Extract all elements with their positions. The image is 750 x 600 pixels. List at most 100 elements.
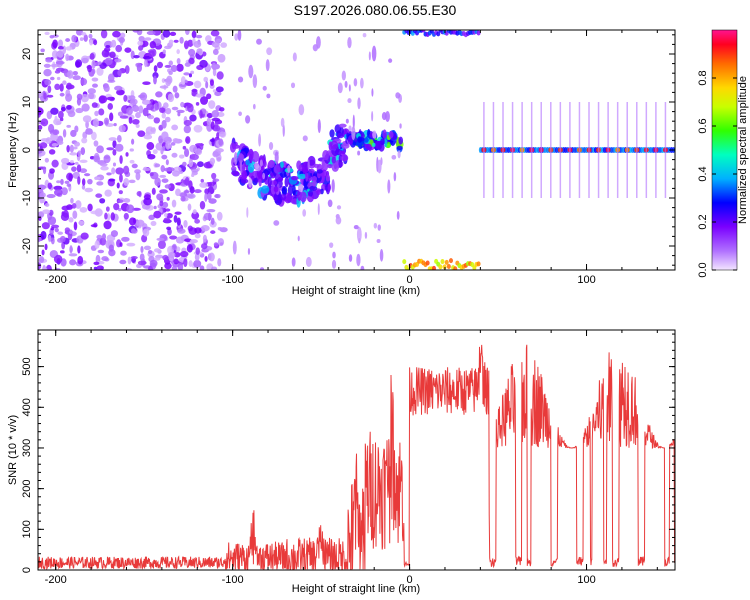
heatmap-noise-blob: [216, 71, 224, 80]
heatmap-noise-blob: [79, 37, 84, 41]
heatmap-wobble-blob: [280, 161, 284, 168]
heatmap-noise-blob: [93, 39, 98, 46]
y-tick-label: 300: [21, 439, 33, 457]
heatmap-noise-blob: [130, 228, 137, 234]
heatmap-noise-blob: [205, 81, 209, 89]
heatmap-rising-blob: [366, 143, 372, 151]
heatmap-noise-blob: [217, 258, 222, 267]
heatmap-noise-blob: [110, 39, 117, 48]
heatmap-noise-blob: [210, 217, 215, 225]
heatmap-noise-blob: [183, 40, 190, 50]
heatmap-edge-blob: [421, 30, 426, 33]
heatmap-noise-blob: [162, 30, 171, 38]
heatmap-noise-blob: [42, 209, 51, 215]
heatmap-noise-blob: [195, 93, 204, 98]
heatmap-noise-blob: [100, 166, 109, 171]
heatmap-noise-blob: [217, 227, 223, 231]
heatmap-wobble-blob: [331, 179, 335, 193]
heatmap-noise-blob: [141, 99, 151, 105]
heatmap-noise-blob: [96, 265, 104, 270]
heatmap-noise-blob: [44, 157, 50, 163]
x-tick-label: -200: [45, 274, 67, 286]
heatmap-noise-blob: [195, 247, 200, 255]
heatmap-noise-blob: [200, 96, 209, 105]
heatmap-noise-blob: [103, 84, 110, 93]
heatmap-noise-blob: [39, 142, 48, 149]
heatmap-noise-blob: [138, 94, 146, 99]
heatmap-wobble-blob: [273, 220, 280, 226]
heatmap-noise-blob: [45, 264, 52, 270]
heatmap-wobble-blob: [250, 175, 255, 181]
heatmap-noise-blob: [43, 92, 47, 100]
heatmap-noise-blob: [211, 266, 218, 270]
heatmap-noise-blob: [59, 83, 64, 92]
heatmap-noise-blob: [193, 259, 202, 268]
heatmap-noise-blob: [153, 248, 161, 253]
y-tick-label: 20: [21, 48, 33, 60]
heatmap-noise-blob: [72, 210, 78, 219]
heatmap-noise-blob: [82, 115, 92, 123]
heatmap-wobble-blob: [245, 115, 251, 124]
heatmap-noise-blob: [81, 57, 89, 64]
heatmap-noise-blob: [194, 233, 201, 239]
x-tick-label: -100: [222, 574, 244, 586]
heatmap-noise-blob: [82, 131, 88, 140]
heatmap-rising-blob: [371, 111, 374, 122]
heatmap-rising-blob: [351, 126, 356, 141]
heatmap-noise-blob: [41, 249, 45, 256]
heatmap-noise-blob: [75, 200, 82, 209]
heatmap-noise-blob: [65, 38, 71, 42]
spectrogram-plot: [38, 30, 675, 270]
heatmap-noise-blob: [70, 129, 77, 138]
heatmap-noise-blob: [124, 65, 130, 74]
heatmap-noise-blob: [59, 92, 65, 97]
heatmap-wobble-blob: [290, 175, 299, 181]
heatmap-noise-blob: [123, 178, 130, 186]
heatmap-rising-blob: [399, 123, 402, 129]
heatmap-noise-blob: [132, 118, 140, 125]
heatmap-noise-blob: [203, 161, 213, 169]
heatmap-noise-blob: [159, 107, 166, 113]
heatmap-noise-blob: [70, 160, 74, 164]
heatmap-wobble-blob: [264, 171, 268, 180]
heatmap-noise-blob: [129, 217, 136, 226]
heatmap-noise-blob: [193, 40, 202, 48]
heatmap-noise-blob: [211, 62, 217, 71]
heatmap-noise-blob: [72, 75, 81, 81]
heatmap-noise-blob: [176, 58, 181, 65]
heatmap-noise-blob: [218, 138, 224, 146]
heatmap-noise-blob: [159, 189, 168, 194]
heatmap-noise-blob: [179, 83, 187, 87]
heatmap-edge-blob: [425, 260, 430, 266]
heatmap-noise-blob: [189, 186, 195, 194]
heatmap-noise-blob: [200, 224, 210, 232]
heatmap-noise-blob: [157, 240, 166, 250]
heatmap-noise-blob: [101, 256, 109, 262]
heatmap-noise-blob: [175, 236, 185, 244]
heatmap-noise-blob: [183, 190, 190, 194]
heatmap-rising-blob: [371, 88, 374, 97]
heatmap-noise-blob: [126, 242, 136, 247]
heatmap-noise-blob: [216, 132, 220, 139]
heatmap-noise-blob: [145, 126, 155, 135]
heatmap-noise-blob: [206, 117, 212, 126]
heatmap-rising-blob: [398, 136, 404, 145]
heatmap-noise-blob: [49, 168, 55, 174]
heatmap-noise-blob: [192, 209, 197, 215]
heatmap-noise-blob: [172, 85, 178, 93]
heatmap-noise-blob: [127, 256, 132, 265]
heatmap-rising-blob: [357, 150, 361, 156]
heatmap-noise-blob: [206, 192, 212, 201]
heatmap-rising-blob: [363, 137, 369, 143]
x-tick-label: 0: [407, 574, 413, 586]
heatmap-noise-blob: [180, 76, 186, 85]
heatmap-noise-blob: [112, 162, 117, 167]
heatmap-noise-blob: [167, 93, 175, 103]
heatmap-noise-blob: [57, 231, 64, 235]
heatmap-noise-blob: [191, 173, 195, 178]
heatmap-noise-blob: [52, 39, 58, 49]
heatmap-rising-blob: [380, 138, 385, 146]
heatmap-noise-blob: [38, 256, 45, 264]
heatmap-noise-blob: [92, 83, 98, 88]
heatmap-wobble-blob: [327, 183, 331, 192]
